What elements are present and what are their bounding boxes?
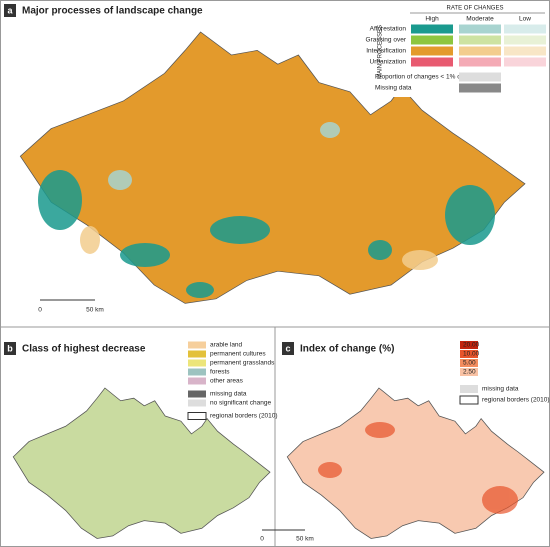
legend-row-header: MAIN PROCESSES — [378, 25, 384, 79]
panel-label: b — [7, 343, 13, 353]
scale-label: 0 — [38, 307, 42, 314]
legend-swatch — [188, 359, 206, 367]
legend-swatch — [460, 385, 478, 393]
legend-swatch — [504, 46, 546, 56]
legend-label: Intensification — [366, 48, 406, 55]
legend-label: Proportion of changes < 1% of area — [375, 74, 478, 81]
legend-column: Low — [519, 16, 531, 23]
legend-label: Urbanization — [370, 59, 407, 66]
legend-swatch — [459, 35, 501, 45]
panel-title: Class of highest decrease — [22, 344, 146, 355]
legend-swatch — [188, 350, 206, 358]
legend-label: Afforestation — [370, 26, 407, 33]
legend-swatch — [459, 57, 501, 67]
legend-label: forests — [210, 369, 230, 376]
legend-swatch — [188, 377, 206, 385]
legend-swatch — [188, 341, 206, 349]
legend-label: missing data — [482, 386, 519, 393]
map — [11, 386, 272, 540]
scale-label: 50 km — [296, 536, 314, 543]
legend-swatch — [188, 368, 206, 376]
legend-swatch — [459, 46, 501, 56]
legend-swatch — [187, 412, 207, 420]
legend-label: permanent grasslands — [210, 360, 275, 367]
legend-label: 20.00 — [463, 342, 480, 349]
legend-swatch — [460, 368, 478, 376]
panel-title: Major processes of landscape change — [22, 6, 203, 17]
legend-swatch — [459, 83, 501, 93]
legend-label: Grassing over — [366, 37, 407, 44]
legend-label: permanent cultures — [210, 351, 266, 358]
legend-label: 2.50 — [463, 369, 476, 376]
legend-swatch — [459, 395, 479, 405]
legend-swatch — [459, 72, 501, 82]
legend-swatch — [504, 24, 546, 34]
panel-label-box — [4, 4, 16, 17]
legend-label: regional borders (2010) — [482, 397, 550, 404]
legend-swatch — [504, 57, 546, 67]
legend-swatch — [411, 46, 453, 56]
legend-swatch — [411, 35, 453, 45]
legend-label: regional borders (2010) — [210, 413, 278, 420]
scale-label: 50 km — [86, 307, 104, 314]
legend-header: RATE OF CHANGES — [447, 6, 504, 12]
legend-swatch — [460, 341, 478, 349]
legend-column: Moderate — [466, 16, 494, 23]
legend-label: 5.00 — [463, 360, 476, 367]
panel-label-box — [282, 342, 294, 355]
panel-label: a — [7, 5, 13, 15]
map-patches — [318, 422, 518, 514]
legend-label: missing data — [210, 391, 247, 398]
legend-column: High — [425, 16, 439, 23]
legend-label: arable land — [210, 342, 243, 349]
legend-swatch — [459, 24, 501, 34]
legend-swatch — [188, 399, 206, 407]
legend-swatch — [460, 359, 478, 367]
legend-swatch — [188, 390, 206, 398]
panel-label: c — [285, 343, 290, 353]
panel-title: Index of change (%) — [300, 344, 394, 355]
legend-swatch — [411, 57, 453, 67]
legend-swatch — [460, 350, 478, 358]
map-patches — [38, 122, 495, 298]
legend-label: Missing data — [375, 85, 412, 92]
legend-swatch — [504, 35, 546, 45]
panel-label-box — [4, 342, 16, 355]
legend-label: no significant change — [210, 400, 271, 407]
legend-swatch — [411, 24, 453, 34]
legend-label: 10.00 — [463, 351, 480, 358]
scale-label: 0 — [260, 536, 264, 543]
legend-label: other areas — [210, 378, 244, 385]
